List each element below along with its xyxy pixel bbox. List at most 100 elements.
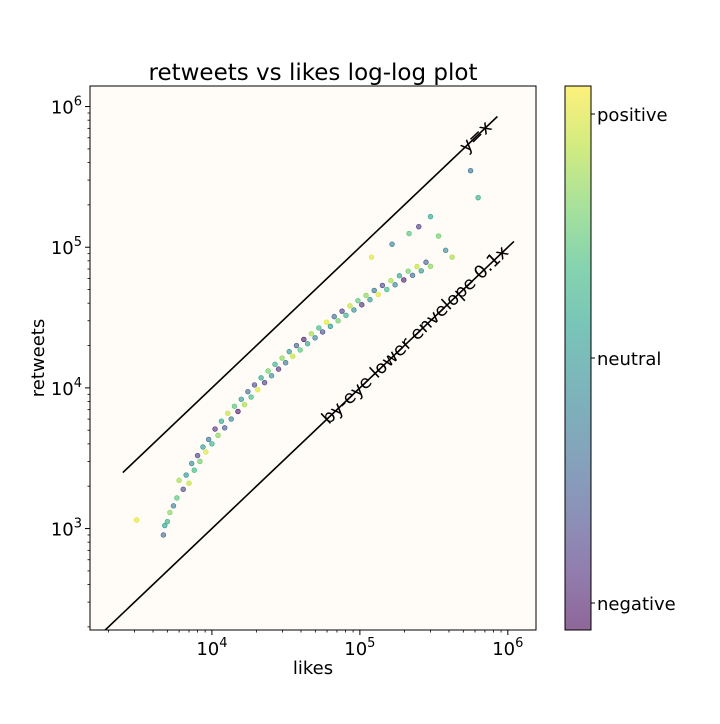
data-point bbox=[265, 368, 271, 374]
data-point bbox=[351, 307, 357, 313]
data-point bbox=[290, 353, 296, 359]
data-point bbox=[191, 467, 197, 473]
data-point bbox=[251, 382, 258, 388]
data-point bbox=[449, 254, 455, 260]
data-point bbox=[414, 263, 420, 270]
data-point bbox=[355, 297, 361, 304]
data-point bbox=[384, 286, 390, 293]
data-point bbox=[194, 452, 201, 459]
data-point bbox=[160, 532, 167, 538]
data-point bbox=[396, 273, 403, 279]
data-point bbox=[467, 167, 474, 174]
data-point bbox=[316, 325, 322, 331]
data-point bbox=[331, 313, 337, 320]
data-point bbox=[186, 480, 192, 486]
y-tick-label: 106 bbox=[51, 95, 82, 119]
data-point bbox=[304, 341, 311, 347]
data-point bbox=[335, 318, 341, 324]
y-axis-label: retweets bbox=[28, 319, 49, 397]
x-axis-ticks: 104 105 106 bbox=[108, 630, 523, 660]
data-point bbox=[200, 444, 206, 450]
chart-title: retweets vs likes log-log plot bbox=[149, 60, 478, 86]
data-point bbox=[176, 477, 182, 484]
data-point bbox=[238, 396, 245, 402]
data-point bbox=[282, 360, 289, 366]
data-point bbox=[275, 366, 282, 372]
y-axis-ticks: 103 104 105 106 bbox=[51, 95, 90, 628]
data-point bbox=[406, 230, 412, 237]
data-point bbox=[286, 348, 292, 355]
data-point bbox=[427, 263, 434, 270]
y-tick-label: 104 bbox=[51, 376, 82, 400]
data-point bbox=[180, 486, 186, 493]
data-point bbox=[162, 522, 168, 529]
colorbar-ticks: negative neutral positive bbox=[591, 105, 676, 615]
x-axis-label: likes bbox=[293, 658, 333, 679]
data-point bbox=[368, 254, 375, 260]
data-point bbox=[371, 287, 377, 294]
data-point bbox=[392, 282, 398, 288]
data-point bbox=[279, 355, 285, 361]
data-point bbox=[248, 394, 254, 400]
data-point bbox=[442, 247, 449, 254]
data-point bbox=[215, 432, 221, 439]
data-point bbox=[388, 277, 394, 284]
data-point bbox=[308, 330, 315, 337]
data-point bbox=[258, 375, 264, 381]
data-point bbox=[218, 418, 225, 424]
data-point bbox=[379, 282, 386, 289]
data-points bbox=[133, 167, 481, 538]
data-point bbox=[347, 303, 353, 309]
reference-line bbox=[104, 240, 515, 630]
data-point bbox=[297, 347, 303, 353]
data-point bbox=[203, 449, 209, 455]
data-point bbox=[327, 323, 334, 330]
data-point bbox=[359, 302, 365, 308]
data-point bbox=[164, 518, 171, 525]
colorbar bbox=[564, 85, 592, 631]
data-point bbox=[212, 426, 218, 432]
data-point bbox=[272, 361, 278, 368]
data-point bbox=[405, 268, 411, 274]
data-point bbox=[255, 387, 261, 393]
data-point bbox=[225, 410, 231, 416]
data-point bbox=[228, 416, 234, 422]
data-point bbox=[418, 268, 424, 274]
data-point bbox=[423, 259, 429, 265]
data-point bbox=[409, 272, 416, 279]
data-point bbox=[209, 441, 215, 447]
data-point bbox=[174, 495, 180, 501]
data-point bbox=[183, 472, 189, 478]
data-point bbox=[339, 308, 345, 314]
data-point bbox=[188, 460, 195, 467]
reference-lines bbox=[104, 115, 515, 630]
data-point bbox=[363, 292, 369, 299]
data-point bbox=[416, 223, 422, 230]
data-point bbox=[343, 312, 349, 319]
data-point bbox=[435, 233, 442, 239]
plot-frame bbox=[89, 85, 537, 631]
data-point bbox=[235, 408, 241, 415]
data-point bbox=[389, 241, 395, 247]
data-point bbox=[312, 335, 318, 341]
colorbar-tick-label: negative bbox=[597, 594, 676, 615]
x-tick-label: 106 bbox=[492, 636, 523, 660]
data-point bbox=[475, 194, 481, 201]
plot-area bbox=[90, 86, 536, 630]
y-tick-label: 105 bbox=[51, 235, 82, 259]
data-point bbox=[323, 319, 330, 325]
x-tick-label: 105 bbox=[344, 636, 375, 660]
data-point bbox=[427, 213, 434, 220]
data-point bbox=[367, 296, 373, 303]
data-point bbox=[170, 503, 177, 509]
data-point bbox=[401, 277, 407, 283]
data-point bbox=[241, 401, 248, 408]
data-point bbox=[205, 436, 212, 443]
data-point bbox=[231, 403, 238, 409]
data-point bbox=[221, 425, 228, 431]
data-point bbox=[268, 373, 275, 379]
colorbar-tick-label: positive bbox=[597, 105, 668, 126]
reference-line bbox=[122, 115, 498, 474]
